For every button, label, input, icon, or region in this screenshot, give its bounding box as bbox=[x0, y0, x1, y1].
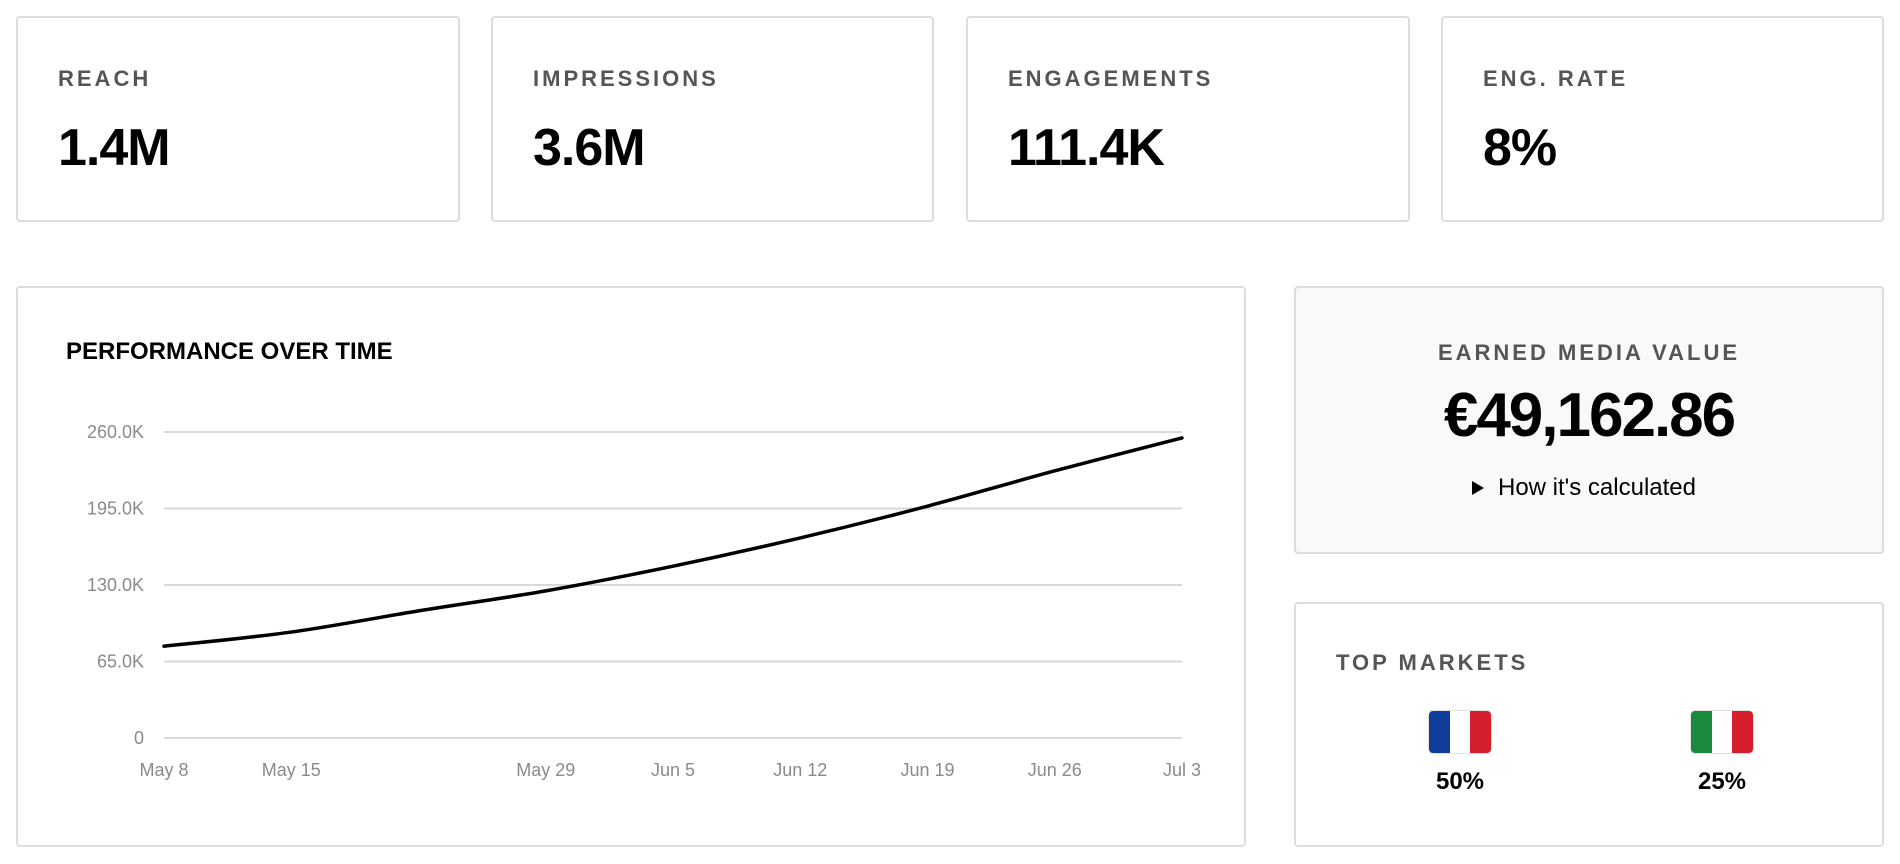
kpi-value: 3.6M bbox=[533, 119, 646, 177]
y-tick-label: 65.0K bbox=[97, 652, 144, 672]
x-tick-label: Jun 5 bbox=[651, 760, 695, 780]
kpi-label: ENG. RATE bbox=[1483, 66, 1629, 91]
x-tick-label: Jun 26 bbox=[1028, 760, 1082, 780]
emv-value: €49,162.86 bbox=[1443, 381, 1736, 450]
how-calculated-toggle[interactable]: How it's calculated bbox=[1472, 474, 1696, 502]
disclosure-triangle-icon bbox=[1472, 481, 1484, 495]
how-calculated-label: How it's calculated bbox=[1498, 474, 1696, 501]
x-tick-label: May 15 bbox=[262, 760, 321, 780]
y-tick-label: 0 bbox=[134, 728, 144, 748]
emv-label: EARNED MEDIA VALUE bbox=[1437, 340, 1741, 365]
france-flag-icon bbox=[1428, 710, 1492, 754]
y-tick-label: 260.0K bbox=[87, 422, 144, 442]
kpi-card-impressions: IMPRESSIONS 3.6M bbox=[491, 16, 934, 222]
x-tick-label: Jun 19 bbox=[900, 760, 954, 780]
kpi-value: 1.4M bbox=[58, 119, 171, 177]
x-tick-label: Jun 12 bbox=[773, 760, 827, 780]
top-markets-title: TOP MARKETS bbox=[1336, 650, 1529, 675]
top-markets-card: TOP MARKETS 50% 25% bbox=[1294, 602, 1884, 847]
kpi-label: REACH bbox=[58, 66, 152, 91]
y-tick-label: 195.0K bbox=[87, 499, 144, 519]
kpi-value: 8% bbox=[1483, 119, 1557, 177]
x-tick-label: May 8 bbox=[139, 760, 188, 780]
performance-chart-card: PERFORMANCE OVER TIME 0 65.0K 130.0K 195.0K… bbox=[16, 286, 1246, 847]
x-tick-label: Jul 3 bbox=[1163, 760, 1201, 780]
performance-line-chart: 0 65.0K 130.0K 195.0K 260.0K May 8 May 15 May 2… bbox=[87, 422, 1201, 780]
kpi-label: IMPRESSIONS bbox=[533, 66, 719, 91]
market-percent: 25% bbox=[1697, 768, 1747, 795]
market-percent: 50% bbox=[1435, 768, 1485, 795]
y-tick-label: 130.0K bbox=[87, 575, 144, 595]
earned-media-value-card: EARNED MEDIA VALUE €49,162.86 How it's c… bbox=[1294, 286, 1884, 554]
chart-title: PERFORMANCE OVER TIME bbox=[66, 338, 393, 365]
kpi-label: ENGAGEMENTS bbox=[1008, 66, 1214, 91]
kpi-card-engagements: ENGAGEMENTS 111.4K bbox=[966, 16, 1410, 222]
kpi-value: 111.4K bbox=[1008, 119, 1165, 177]
kpi-card-eng-rate: ENG. RATE 8% bbox=[1441, 16, 1884, 222]
market-item: 50% bbox=[1410, 710, 1510, 796]
italy-flag-icon bbox=[1690, 710, 1754, 754]
series-line bbox=[162, 436, 1184, 648]
x-tick-label: May 29 bbox=[516, 760, 575, 780]
kpi-card-reach: REACH 1.4M bbox=[16, 16, 460, 222]
market-item: 25% bbox=[1672, 710, 1772, 796]
